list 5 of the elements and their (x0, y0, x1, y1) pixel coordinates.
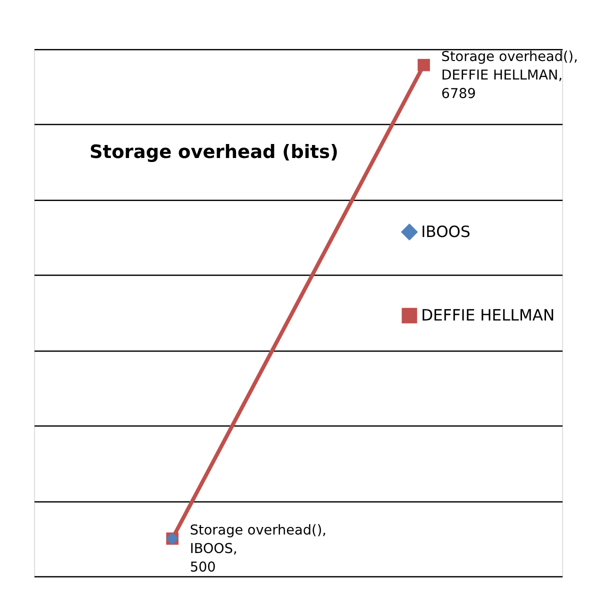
legend-label: DEFFIE HELLMAN (421, 306, 555, 324)
text: Storage overhead (bits) (89, 142, 338, 164)
data-label: Storage overhead(), DEFFIE HELLMAN, 6789 (441, 49, 578, 102)
data-label: Storage overhead(), IBOOS, 500 (190, 522, 326, 576)
legend-label: IBOOS (421, 222, 470, 241)
